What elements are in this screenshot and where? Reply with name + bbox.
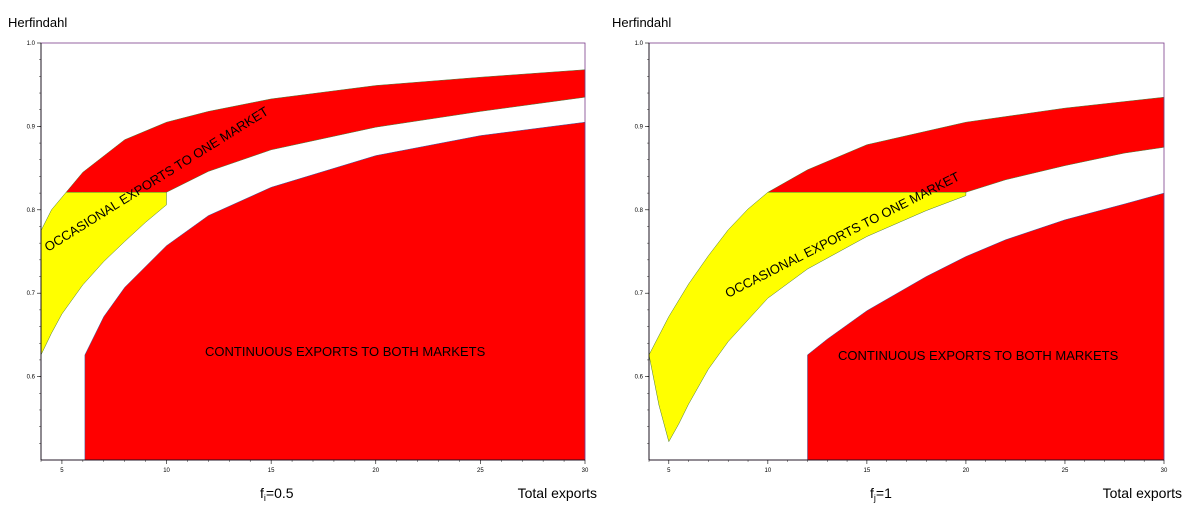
- x-tick-label: 5: [60, 468, 64, 474]
- annotation-continuous: CONTINUOUS EXPORTS TO BOTH MARKETS: [205, 344, 486, 359]
- caption-main: f: [870, 485, 874, 501]
- x-axis-label: Total exports: [518, 485, 597, 501]
- x-tick-label: 10: [765, 468, 772, 474]
- x-tick-label: 20: [372, 468, 379, 474]
- region-occasional-upper: [766, 96, 1165, 193]
- annotation-continuous: CONTINUOUS EXPORTS TO BOTH MARKETS: [838, 348, 1119, 363]
- y-tick-label: 1.0: [27, 41, 36, 47]
- chart-panel-right: 5 10 15 20 25 30 0.6 0.7 0.8 0.9 1.0 Herfindahl To…: [612, 15, 1182, 503]
- x-tick-label: 25: [1062, 468, 1069, 474]
- x-tick-label: 5: [667, 468, 671, 474]
- y-tick-label: 0.7: [635, 291, 644, 297]
- x-tick-label: 30: [1161, 468, 1168, 474]
- x-tick-label: 30: [582, 468, 589, 474]
- chart-panel-left: 5 10 15 20 25 30 0.6 0.7 0.8 0.9 1.0 Herfindahl To…: [8, 15, 597, 503]
- region-occasional-upper: [65, 69, 586, 193]
- panel-caption: fi=0.5: [260, 485, 294, 503]
- x-axis-label: Total exports: [1103, 485, 1182, 501]
- caption-subscript: j: [873, 493, 876, 503]
- caption-main: f: [260, 485, 264, 501]
- y-axis-label: Herfindahl: [612, 15, 671, 30]
- x-tick-label: 20: [963, 468, 970, 474]
- caption-subscript: i: [264, 493, 266, 503]
- y-tick-label: 0.9: [635, 124, 644, 130]
- y-tick-label: 0.9: [27, 124, 36, 130]
- y-tick-label: 0.8: [635, 208, 644, 214]
- caption-value: =0.5: [266, 485, 294, 501]
- region-occasional-lower: [40, 192, 167, 356]
- y-tick-label: 0.6: [27, 375, 36, 381]
- y-tick-label: 0.7: [27, 291, 36, 297]
- x-tick-label: 15: [268, 468, 275, 474]
- panel-caption: fj=1: [870, 485, 892, 503]
- x-tick-label: 15: [864, 468, 871, 474]
- y-axis-label: Herfindahl: [8, 15, 67, 30]
- y-tick-label: 0.8: [27, 208, 36, 214]
- x-tick-label: 10: [163, 468, 170, 474]
- caption-value: =1: [876, 485, 892, 501]
- y-tick-label: 0.6: [635, 375, 644, 381]
- y-tick-label: 1.0: [635, 41, 644, 47]
- x-tick-label: 25: [477, 468, 484, 474]
- region-occasional-lower: [648, 192, 967, 443]
